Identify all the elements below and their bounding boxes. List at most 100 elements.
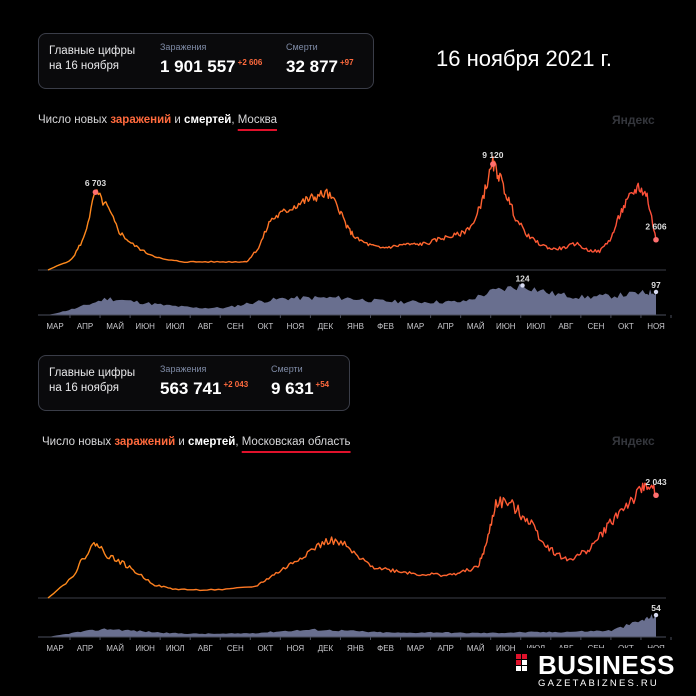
deaths-peak-label: 54 (651, 603, 661, 613)
month-label: ИЮН (135, 322, 155, 331)
summary-title-line1: Главные цифры (49, 367, 136, 379)
title-text: Число новых (42, 436, 115, 448)
deaths-value: 32 877 +97 (286, 57, 354, 77)
month-label: АПР (77, 322, 93, 331)
month-label: МАР (407, 322, 424, 331)
infections-number: 1 901 557 (160, 57, 236, 76)
month-label: МАЙ (106, 644, 124, 653)
month-label: ИЮН (135, 644, 155, 653)
month-label: ФЕВ (377, 644, 394, 653)
deaths-series-area (48, 614, 656, 637)
deaths-point (653, 612, 659, 618)
oblast-chart-title: Число новых заражений и смертей, Московс… (42, 436, 351, 448)
title-deaths: смертей (188, 436, 236, 448)
deaths-value: 9 631 +54 (271, 379, 329, 399)
month-label: ЯНВ (347, 644, 364, 653)
month-label: АПР (77, 644, 93, 653)
month-label: ОКТ (257, 644, 273, 653)
infections-series-line (47, 482, 657, 599)
infections-point (490, 161, 496, 167)
title-infections: заражений (110, 114, 172, 126)
infections-number: 563 741 (160, 379, 222, 398)
month-label: ЯНВ (347, 322, 364, 331)
logo-sub-text: GAZETABIZNES.RU (538, 678, 659, 689)
month-label: СЕН (227, 322, 244, 331)
month-label: АВГ (198, 644, 214, 653)
logo-mark-icon (516, 654, 527, 671)
moscow-chart-title: Число новых заражений и смертей, Москва (38, 114, 277, 126)
title-infections: заражений (114, 436, 176, 448)
infections-value: 1 901 557 +2 606 (160, 57, 262, 77)
infections-point (653, 236, 659, 243)
month-label: МАЙ (106, 322, 124, 331)
logo-main-text: BUSINESS (538, 650, 675, 680)
month-label: ИЮН (496, 644, 516, 653)
infections-delta: +2 043 (223, 380, 249, 390)
oblast-chart: 2 043 54 МАР АПР МАЙ ИЮН ИЮЛ АВГ СЕН ОКТ НОЯ ДЕК ЯНВ… (38, 477, 672, 653)
deaths-label: Смерти (271, 364, 303, 374)
deaths-peak-label: 124 (515, 273, 529, 283)
infections-label: Заражения (160, 42, 207, 52)
oblast-summary-card: Главные цифры на 16 ноября Заражения 563… (38, 355, 350, 411)
yandex-watermark: Яндекс (612, 113, 655, 127)
summary-title-line2: на 16 ноября (49, 382, 119, 394)
infections-label: Заражения (160, 364, 207, 374)
infections-delta: +2 606 (237, 58, 263, 68)
month-label: СЕН (587, 322, 604, 331)
summary-title: Главные цифры на 16 ноября (49, 366, 135, 396)
deaths-delta: +54 (315, 380, 330, 390)
infections-peak-label: 9 120 (482, 150, 504, 160)
month-label: ИЮЛ (166, 644, 185, 653)
title-and: и (171, 114, 185, 126)
month-label: АВГ (198, 322, 214, 331)
summary-title-line1: Главные цифры (49, 45, 136, 57)
month-label: ИЮЛ (526, 322, 545, 331)
month-label: НОЯ (287, 322, 305, 331)
region-selector[interactable]: Московская область (241, 436, 351, 448)
deaths-number: 9 631 (271, 379, 314, 398)
title-deaths: смертей (184, 114, 232, 126)
title-comma: , (235, 436, 242, 448)
deaths-point (520, 283, 525, 288)
month-label: ОКТ (618, 322, 634, 331)
region-selector[interactable]: Москва (237, 114, 277, 126)
summary-title-line2: на 16 ноября (49, 60, 119, 72)
month-label: МАР (46, 322, 63, 331)
month-label: МАР (407, 644, 424, 653)
month-label: АПР (437, 644, 453, 653)
month-label: МАР (46, 644, 63, 653)
month-label: ДЕК (318, 322, 334, 331)
infections-peak-label: 2 043 (645, 477, 667, 487)
moscow-summary-card: Главные цифры на 16 ноября Заражения 1 9… (38, 33, 374, 89)
infections-point (92, 189, 99, 195)
month-label: ОКТ (257, 322, 273, 331)
month-label: НОЯ (287, 644, 305, 653)
title-text: Число новых (38, 114, 111, 126)
month-label: МАЙ (467, 322, 485, 331)
month-label: МАЙ (467, 644, 485, 653)
yandex-watermark: Яндекс (612, 434, 655, 448)
summary-title: Главные цифры на 16 ноября (49, 44, 135, 74)
infections-series-line (47, 156, 657, 271)
month-label: ФЕВ (377, 322, 394, 331)
month-label: ИЮН (496, 322, 516, 331)
infections-peak-label: 6 703 (85, 178, 107, 188)
deaths-series-area (48, 283, 656, 315)
month-label: ДЕК (318, 644, 334, 653)
title-comma: , (231, 114, 238, 126)
infections-point (653, 492, 659, 499)
month-label: АВГ (558, 322, 574, 331)
infections-peak-label: 2 606 (645, 222, 667, 232)
month-label: НОЯ (647, 322, 665, 331)
deaths-number: 32 877 (286, 57, 338, 76)
moscow-chart: 6 703 9 120 2 606 124 97 МАР АПР МАЙ ИЮН ИЮЛ АВГ СЕ… (38, 150, 672, 331)
business-logo: BUSINESS GAZETABIZNES.RU (516, 648, 688, 692)
deaths-peak-label: 97 (651, 280, 661, 290)
deaths-label: Смерти (286, 42, 318, 52)
month-label: АПР (437, 322, 453, 331)
date-heading: 16 ноября 2021 г. (436, 46, 612, 71)
month-label: ИЮЛ (166, 322, 185, 331)
month-label: СЕН (227, 644, 244, 653)
deaths-delta: +97 (340, 58, 354, 68)
title-and: и (175, 436, 189, 448)
